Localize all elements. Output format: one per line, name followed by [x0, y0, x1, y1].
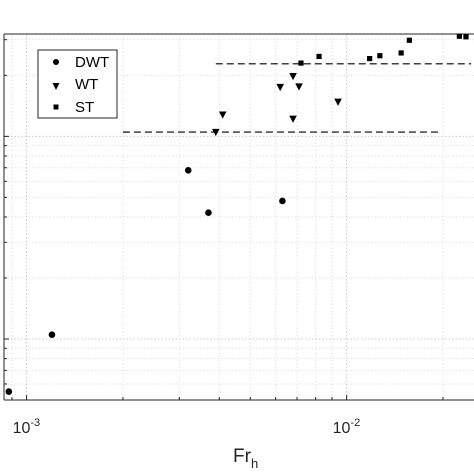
data-points [5, 33, 469, 395]
x-tick-label-base: 10 [13, 420, 31, 437]
point-wt [289, 115, 297, 123]
point-st [367, 55, 373, 62]
point-dwt [5, 388, 13, 395]
point-dwt [184, 167, 192, 174]
point-st [406, 37, 412, 43]
point-dwt [279, 197, 286, 205]
legend-label-wt: WT [75, 76, 98, 93]
point-dwt [48, 331, 56, 339]
legend-label-dwt: DWT [75, 54, 109, 71]
point-st [456, 33, 462, 39]
point-wt [295, 83, 303, 91]
x-tick-label-exponent: -3 [30, 417, 40, 429]
x-axis-label-subscript: h [251, 456, 258, 471]
point-st [398, 50, 404, 56]
x-tick-label-exponent: -2 [350, 417, 360, 429]
x-axis-label-main: Fr [233, 446, 252, 467]
point-st [316, 53, 322, 60]
tick-marks [4, 39, 444, 401]
x-axis-label: Frh [233, 446, 258, 471]
legend-marker-st [53, 104, 59, 110]
reference-lines [122, 63, 472, 133]
grid [4, 34, 474, 401]
x-tick-label-base: 10 [333, 420, 351, 437]
x-tick-label: 10-3 [13, 417, 41, 437]
point-wt [334, 98, 342, 106]
point-dwt [205, 209, 212, 217]
point-wt [276, 83, 284, 92]
legend-label-st: ST [75, 99, 94, 116]
point-st [463, 34, 469, 40]
legend-marker-wt [52, 83, 60, 90]
point-wt [289, 73, 297, 81]
point-st [377, 53, 383, 59]
point-st [298, 60, 304, 66]
legend: DWT WT ST [37, 49, 118, 119]
x-tick-label: 10-2 [333, 417, 361, 437]
point-wt [218, 111, 227, 119]
x-tick-labels: 10-3 10-2 [13, 417, 361, 437]
point-wt [211, 128, 220, 137]
legend-marker-dwt [53, 59, 59, 65]
legend-box [37, 49, 118, 119]
